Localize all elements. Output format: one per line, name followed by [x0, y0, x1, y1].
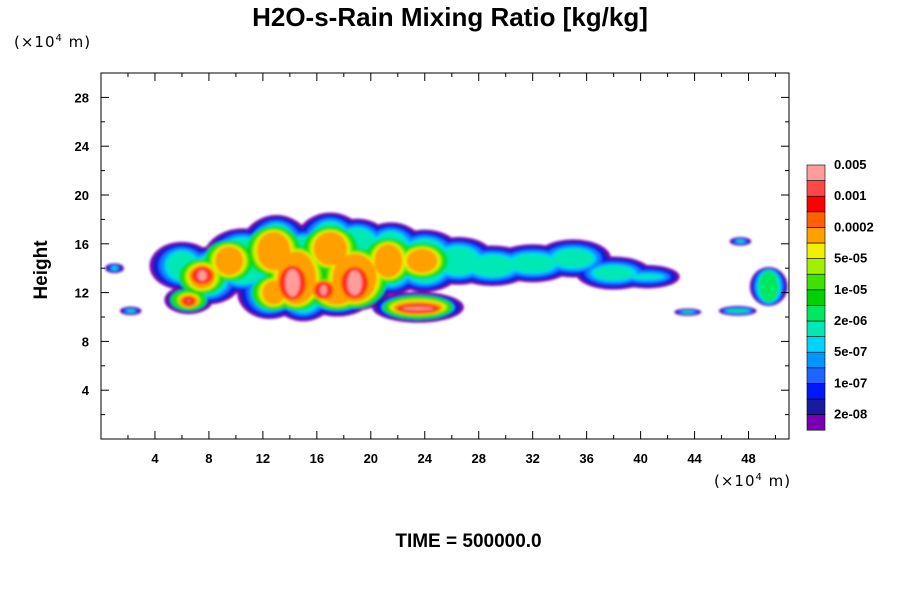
colorbar-swatch [806, 180, 826, 197]
field-patch [469, 255, 515, 277]
colorbar-swatch [806, 258, 826, 275]
plot-frame [100, 72, 790, 440]
field-patch [632, 274, 662, 279]
y-axis-ticks: 4 8 12 16 20 24 28 [75, 90, 789, 416]
field-patch [285, 269, 300, 297]
y-tick-label: 20 [75, 188, 89, 203]
x-tick-label: 48 [741, 451, 755, 466]
colorbar-label: 5e-05 [834, 251, 867, 266]
colorbar-swatch [806, 305, 826, 322]
time-label: TIME = 500000.0 [395, 531, 542, 552]
x-tick-label: 20 [364, 451, 378, 466]
colorbar: 2e-08 1e-07 5e-07 2e-06 1e-05 5e-05 0.0002 0.00… [806, 157, 874, 431]
colorbar-swatch [806, 351, 826, 369]
field-patch [113, 267, 116, 270]
colorbar-swatch [806, 242, 826, 259]
field-patch [683, 311, 692, 314]
colorbar-label: 2e-08 [834, 407, 867, 422]
field-patch [759, 271, 779, 302]
x-tick-label: 28 [471, 451, 485, 466]
field-patch [510, 253, 556, 273]
x-tick-label: 24 [418, 451, 433, 466]
x-axis-unit: (×104 m) [714, 472, 792, 490]
colorbar-label: 1e-07 [834, 375, 867, 390]
colorbar-swatch [806, 367, 826, 384]
colorbar-swatch [806, 320, 826, 337]
colorbar-swatch [806, 414, 826, 431]
y-tick-label: 28 [75, 90, 89, 105]
x-tick-label: 8 [205, 451, 212, 466]
colorbar-swatch [806, 383, 826, 400]
field-patch [320, 285, 327, 296]
field-patch [406, 248, 438, 273]
mixing-ratio-field [105, 212, 788, 323]
colorbar-swatch [806, 273, 826, 291]
colorbar-label: 0.0002 [834, 219, 874, 234]
field-patch [313, 231, 348, 266]
colorbar-label: 0.001 [834, 188, 867, 203]
colorbar-swatch [806, 211, 826, 228]
x-tick-label: 36 [579, 451, 593, 466]
field-patch [739, 240, 742, 243]
colorbar-swatch [806, 336, 826, 353]
field-patch [347, 270, 362, 296]
field-patch [374, 243, 403, 278]
colorbar-label: 1e-05 [834, 282, 867, 297]
y-tick-label: 8 [82, 334, 89, 349]
y-tick-label: 4 [82, 383, 90, 398]
colorbar-label: 5e-07 [834, 344, 867, 359]
x-tick-label: 16 [310, 451, 324, 466]
colorbar-swatch [806, 398, 826, 415]
x-tick-label: 4 [151, 451, 159, 466]
field-patch [438, 246, 479, 276]
colorbar-swatch [806, 227, 826, 244]
x-axis-ticks: 4 8 12 16 20 24 28 32 36 40 44 48 [127, 73, 777, 466]
field-patch [214, 246, 244, 276]
field-patch [402, 307, 434, 310]
x-tick-label: 32 [525, 451, 539, 466]
y-tick-label: 16 [75, 237, 89, 252]
x-tick-label: 44 [687, 451, 702, 466]
field-patch [129, 309, 133, 312]
colorbar-label: 0.005 [834, 157, 867, 172]
y-tick-label: 24 [75, 139, 90, 154]
y-tick-label: 12 [75, 286, 89, 301]
x-tick-label: 12 [256, 451, 270, 466]
colorbar-swatch [806, 289, 826, 306]
colorbar-swatch [806, 164, 826, 181]
field-patch [553, 249, 594, 268]
y-axis-unit: (×104 m) [14, 33, 92, 51]
colorbar-swatch [806, 195, 826, 213]
field-patch [728, 309, 748, 312]
field-patch [593, 266, 634, 281]
x-tick-label: 40 [633, 451, 647, 466]
field-patch [188, 299, 189, 303]
colorbar-label: 2e-06 [834, 313, 867, 328]
field-patch [197, 270, 207, 281]
chart-title: H2O-s-Rain Mixing Ratio [kg/kg] [252, 2, 648, 32]
